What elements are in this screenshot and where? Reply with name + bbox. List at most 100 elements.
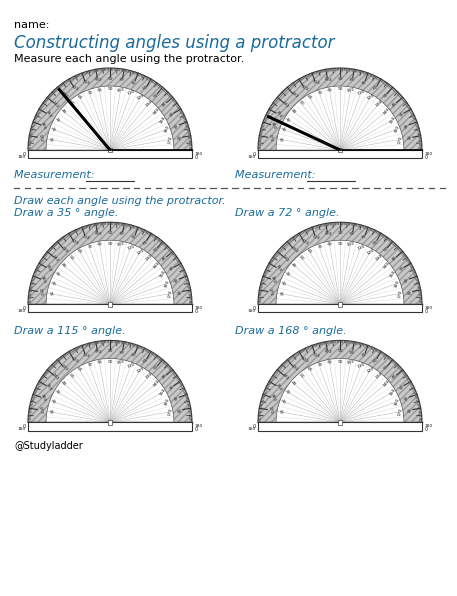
Text: 100: 100: [323, 77, 332, 82]
Text: 90: 90: [107, 241, 113, 246]
Text: 140: 140: [281, 100, 290, 108]
Bar: [107, 302, 112, 307]
Text: 50: 50: [153, 92, 159, 99]
Text: 120: 120: [136, 366, 145, 374]
Text: 80: 80: [119, 77, 125, 82]
Text: 0: 0: [195, 155, 197, 160]
Text: 100: 100: [346, 242, 355, 247]
Text: 60: 60: [142, 85, 149, 91]
Bar: [258, 150, 422, 158]
Text: 160: 160: [40, 275, 46, 284]
Text: 70: 70: [316, 244, 323, 250]
Text: 70: 70: [86, 244, 92, 250]
Text: @Studyladder: @Studyladder: [14, 440, 83, 451]
Text: 40: 40: [60, 380, 67, 387]
Text: 130: 130: [144, 100, 154, 108]
Text: 140: 140: [51, 100, 59, 108]
Text: 180: 180: [425, 424, 433, 429]
Text: 150: 150: [44, 110, 52, 119]
Text: 70: 70: [131, 80, 138, 86]
Text: 60: 60: [76, 367, 83, 373]
Text: 130: 130: [60, 91, 69, 100]
Text: 80: 80: [119, 231, 125, 237]
Text: 30: 30: [169, 383, 175, 390]
Text: 140: 140: [152, 107, 161, 116]
Text: 40: 40: [60, 108, 67, 114]
Text: 180: 180: [425, 306, 433, 310]
Text: 110: 110: [311, 80, 320, 86]
Text: 60: 60: [76, 94, 83, 101]
Text: 40: 40: [391, 255, 398, 262]
Text: 140: 140: [383, 261, 391, 269]
Text: 150: 150: [389, 387, 396, 397]
Text: 10: 10: [48, 136, 53, 142]
Text: 170: 170: [267, 133, 272, 142]
Text: 120: 120: [300, 238, 309, 246]
Text: 90: 90: [337, 360, 343, 364]
Bar: [338, 148, 342, 153]
Text: 170: 170: [167, 289, 172, 298]
Text: 50: 50: [68, 100, 74, 107]
Text: 20: 20: [280, 126, 286, 132]
Polygon shape: [276, 358, 404, 423]
Text: 70: 70: [316, 362, 323, 368]
Text: 70: 70: [131, 353, 138, 358]
Text: 160: 160: [394, 125, 400, 134]
Text: 140: 140: [152, 379, 161, 388]
Text: 60: 60: [372, 358, 379, 364]
Text: 40: 40: [161, 101, 168, 107]
Text: 50: 50: [68, 254, 74, 261]
Text: 0: 0: [22, 306, 26, 311]
Text: 10: 10: [178, 407, 183, 413]
Text: 10: 10: [408, 288, 413, 295]
Text: 150: 150: [274, 382, 282, 392]
Text: 130: 130: [144, 372, 154, 380]
Text: 20: 20: [174, 122, 180, 129]
Text: 20: 20: [280, 398, 286, 405]
Text: 100: 100: [93, 349, 102, 355]
Text: 130: 130: [60, 246, 69, 254]
Text: 0: 0: [252, 152, 255, 157]
Text: 80: 80: [96, 242, 102, 247]
Text: 0: 0: [22, 152, 26, 157]
Text: 180: 180: [195, 306, 203, 310]
Text: 50: 50: [153, 246, 159, 253]
Text: 160: 160: [270, 393, 276, 402]
Text: 120: 120: [70, 85, 79, 92]
Text: 40: 40: [290, 380, 297, 387]
Text: 150: 150: [274, 264, 282, 273]
Text: 90: 90: [337, 88, 343, 91]
Text: 160: 160: [40, 393, 46, 402]
Text: 0: 0: [252, 306, 255, 311]
Text: 40: 40: [161, 373, 168, 380]
Text: 30: 30: [284, 116, 291, 123]
Text: 150: 150: [44, 264, 52, 273]
Text: 70: 70: [131, 234, 138, 240]
Text: 130: 130: [60, 364, 69, 372]
Text: 10: 10: [178, 288, 183, 295]
Text: 90: 90: [337, 77, 343, 80]
Text: 50: 50: [383, 246, 389, 253]
Text: 110: 110: [126, 89, 135, 97]
Text: 130: 130: [290, 246, 298, 254]
Text: 80: 80: [119, 350, 125, 355]
Text: 140: 140: [51, 254, 59, 263]
Text: 0: 0: [425, 155, 428, 160]
Text: 20: 20: [280, 280, 286, 287]
Text: 40: 40: [161, 255, 168, 262]
Text: 30: 30: [284, 271, 291, 277]
Text: 80: 80: [96, 88, 102, 93]
Text: 100: 100: [323, 231, 332, 237]
Bar: [107, 148, 112, 153]
Text: 150: 150: [389, 115, 396, 125]
Text: 30: 30: [54, 116, 61, 123]
Text: 140: 140: [383, 107, 391, 116]
Text: 70: 70: [361, 353, 368, 358]
Text: 130: 130: [375, 372, 383, 380]
Text: 80: 80: [349, 231, 356, 237]
Text: 150: 150: [389, 269, 396, 278]
Text: 110: 110: [81, 352, 90, 359]
Text: 180: 180: [247, 155, 255, 159]
Text: 160: 160: [40, 121, 46, 130]
Text: 140: 140: [51, 372, 59, 381]
